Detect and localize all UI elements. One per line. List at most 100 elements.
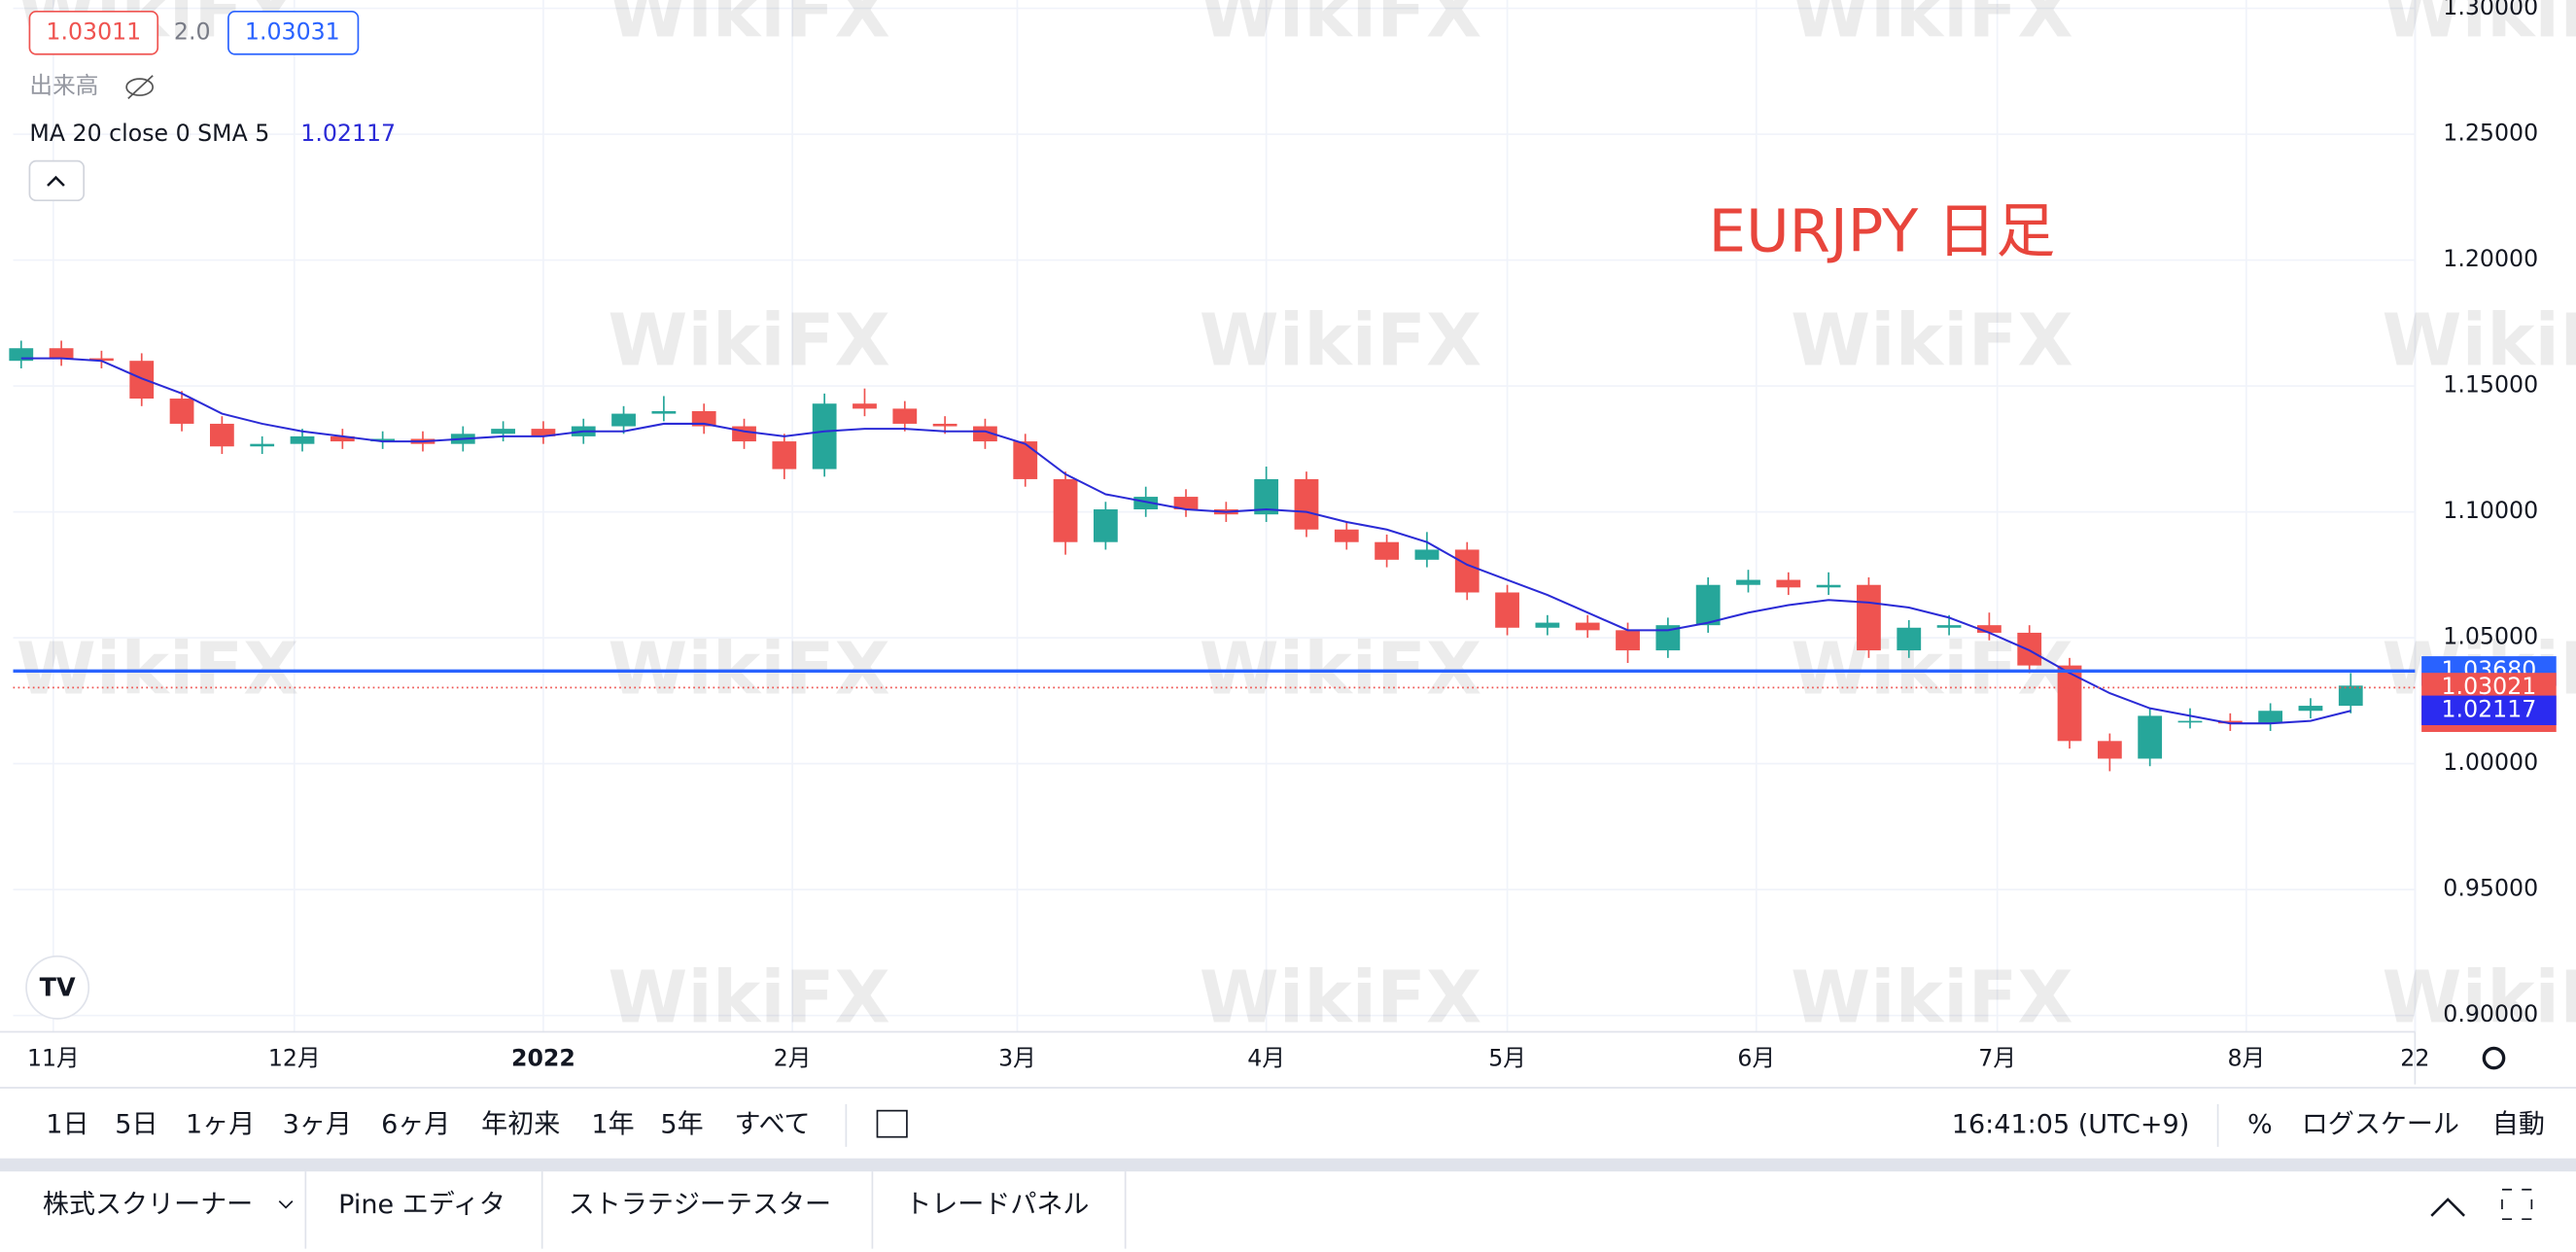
- range-button[interactable]: 1年: [591, 1109, 634, 1139]
- y-tick-label: 1.15000: [2443, 371, 2538, 399]
- candle-body: [129, 361, 155, 400]
- range-button[interactable]: 年初来: [481, 1109, 560, 1139]
- hide-icon[interactable]: [125, 75, 155, 100]
- candle-body: [772, 441, 797, 470]
- auto-toggle[interactable]: 自動: [2492, 1109, 2545, 1139]
- candle-body: [1575, 622, 1600, 631]
- bid: 1.03011: [46, 17, 141, 45]
- watermark: WikiFX: [17, 627, 299, 712]
- candle-body: [1616, 630, 1640, 651]
- ask-box[interactable]: [227, 10, 360, 55]
- ask: 1.03031: [245, 17, 340, 45]
- candle-body: [1375, 541, 1400, 560]
- candle-body: [2177, 720, 2203, 723]
- watermark: WikiFX: [1791, 0, 2073, 53]
- candle-body: [853, 403, 877, 409]
- log-toggle[interactable]: ログスケール: [2302, 1109, 2459, 1139]
- compare-icon[interactable]: [876, 1109, 908, 1138]
- price-label: 1.03021: [2442, 673, 2537, 700]
- candle-body: [812, 403, 837, 470]
- logo[interactable]: [25, 955, 90, 1020]
- candle-body: [370, 438, 396, 442]
- y-tick-label: 0.90000: [2443, 1000, 2538, 1027]
- candle-body: [209, 423, 234, 447]
- ma-line: [20, 357, 2351, 725]
- toolbar: 1日 5日 1ヶ月 3ヶ月 6ヶ月 年初来 1年 5年 すべて 16:41:05 (UTC+9)%…: [46, 1103, 2545, 1147]
- expand-icon[interactable]: [2430, 1198, 2465, 1217]
- candle-body: [1294, 478, 1319, 530]
- watermark: WikiFX: [1200, 627, 1482, 712]
- x-tick-label: 11月: [27, 1045, 80, 1072]
- range-button[interactable]: 5日: [115, 1109, 157, 1139]
- x-tick-label: 3月: [998, 1045, 1036, 1072]
- candle-body: [250, 443, 275, 447]
- watermark: WikiFX: [2383, 956, 2576, 1040]
- panel-tab[interactable]: 株式スクリーナー: [43, 1190, 253, 1220]
- range-button[interactable]: 3ヶ月: [283, 1109, 352, 1139]
- candle-body: [1093, 509, 1118, 542]
- collapse-button[interactable]: [28, 159, 86, 202]
- bid-box[interactable]: [28, 10, 159, 55]
- y-tick-label: 1.25000: [2443, 120, 2538, 147]
- range-button[interactable]: 6ヶ月: [381, 1109, 450, 1139]
- x-tick-label: 7月: [1978, 1045, 2016, 1072]
- ma-value: 1.02117: [300, 120, 396, 147]
- candle-body: [1977, 625, 2002, 633]
- watermark: WikiFX: [1791, 297, 2073, 382]
- candle-body: [1495, 592, 1519, 628]
- y-tick-label: 0.95000: [2443, 875, 2538, 902]
- grid: [13, 0, 2417, 1032]
- x-tick-label: 12月: [268, 1045, 321, 1072]
- range-button[interactable]: 1ヶ月: [186, 1109, 255, 1139]
- x-tick-label: 22: [2400, 1045, 2429, 1072]
- range-button[interactable]: 5年: [660, 1109, 703, 1139]
- candle-body: [1053, 478, 1078, 542]
- panel-tab[interactable]: Pine エディタ: [338, 1190, 505, 1220]
- watermark: WikiFX: [1200, 956, 1482, 1040]
- candle-body: [49, 348, 74, 359]
- clock: 16:41:05 (UTC+9): [1952, 1109, 2190, 1139]
- candle-body: [1816, 584, 1841, 588]
- ma-legend: MA 20 close 0 SMA 5: [29, 120, 269, 147]
- watermark: WikiFX: [608, 627, 890, 712]
- watermark: WikiFX: [608, 0, 890, 53]
- watermark: WikiFX: [608, 297, 890, 382]
- candle-body: [1334, 529, 1359, 542]
- price-label: 1.02117: [2442, 695, 2537, 722]
- candle-body: [732, 426, 756, 442]
- candle-body: [1857, 584, 1881, 651]
- price-label-box: [2421, 695, 2557, 726]
- plot: [9, 340, 2416, 772]
- bottom-panel: 株式スクリーナー Pine エディタ ストラテジーテスター トレードパネル: [43, 1171, 1127, 1249]
- candle-body: [2097, 741, 2122, 759]
- y-tick-label: 1.05000: [2443, 623, 2538, 650]
- candle-body: [1535, 622, 1560, 628]
- watermark: WikiFX: [2383, 297, 2576, 382]
- volume-legend: 出来高: [29, 72, 98, 99]
- watermark: WikiFX: [2383, 0, 2576, 53]
- collapse-icon: [47, 175, 65, 187]
- maximize-icon[interactable]: [2501, 1188, 2533, 1221]
- watermark: WikiFX: [1791, 956, 2073, 1040]
- panel-tab[interactable]: トレードパネル: [905, 1190, 1089, 1220]
- panel-gap: [0, 1158, 2576, 1172]
- spread: 2.0: [174, 17, 211, 45]
- candle-body: [1173, 497, 1199, 510]
- panel-tab[interactable]: ストラテジーテスター: [569, 1190, 831, 1220]
- settings-icon[interactable]: [2482, 1046, 2506, 1070]
- candle-body: [2217, 720, 2243, 724]
- candle-body: [1897, 627, 1922, 651]
- candle-body: [2017, 632, 2042, 666]
- y-tick-label: 1.10000: [2443, 497, 2538, 524]
- candle-body: [2298, 706, 2323, 712]
- range-button[interactable]: すべて: [734, 1109, 810, 1139]
- percent-toggle[interactable]: %: [2247, 1109, 2273, 1139]
- candle-body: [932, 423, 957, 427]
- y-tick-label: 1.20000: [2443, 245, 2538, 272]
- dropdown-icon[interactable]: [278, 1200, 294, 1209]
- candle-body: [89, 358, 114, 362]
- candle-body: [531, 429, 556, 436]
- range-button[interactable]: 1日: [46, 1109, 88, 1139]
